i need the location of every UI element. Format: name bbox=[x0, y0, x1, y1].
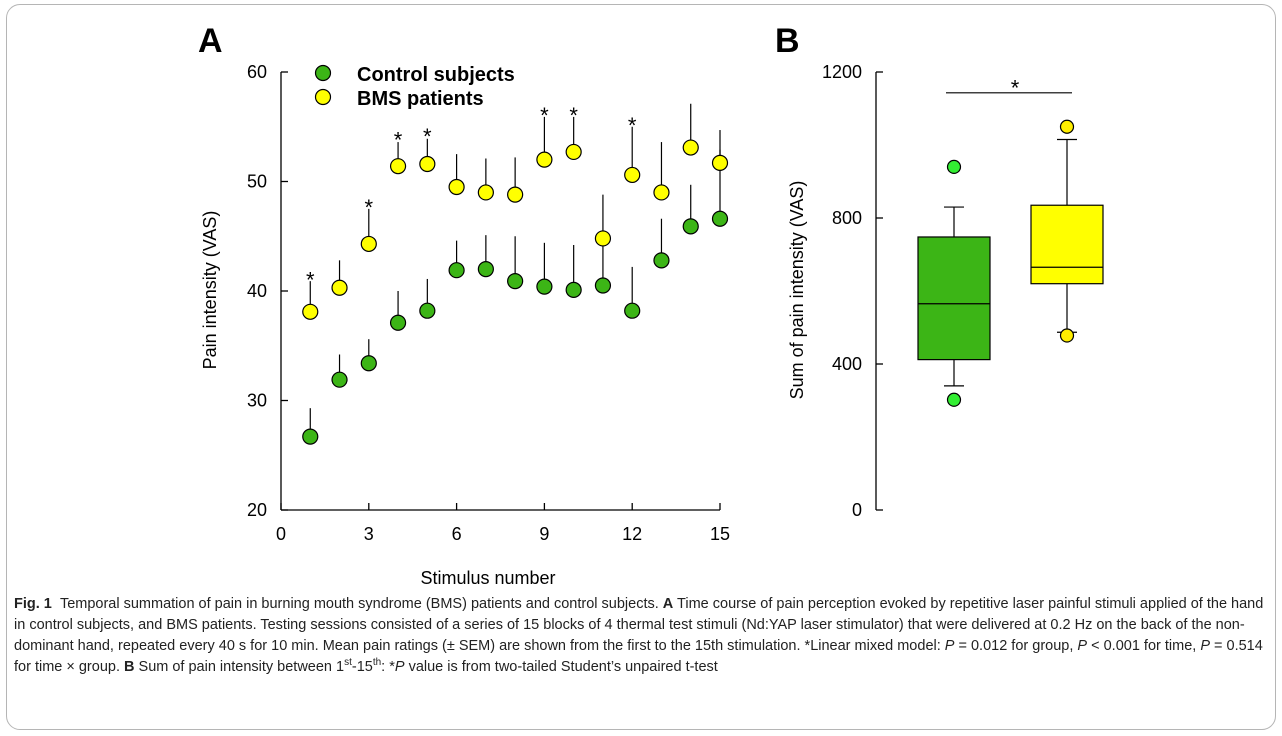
caption-p-1: P bbox=[944, 638, 955, 654]
panel-a-x-tick-label: 3 bbox=[364, 524, 374, 544]
data-point-bms bbox=[682, 139, 699, 156]
figure-caption: Fig. 1 Temporal summation of pain in bur… bbox=[14, 594, 1264, 678]
caption-text-8: : * bbox=[381, 659, 395, 675]
data-point-bms bbox=[331, 279, 348, 296]
panel-b-significance: * bbox=[946, 75, 1072, 100]
panel-a-y-tick-label: 20 bbox=[247, 500, 267, 520]
data-point-control bbox=[360, 355, 377, 372]
data-point-bms bbox=[711, 154, 729, 171]
panel-b: B 0 400 800 1200 * Sum of pain intensity (V… bbox=[775, 22, 1104, 520]
caption-text-2: Time course of pain perception evoked by… bbox=[14, 596, 1264, 654]
significance-asterisk: * bbox=[1011, 75, 1020, 100]
data-point-bms bbox=[477, 184, 494, 201]
caption-panel-b-ref: B bbox=[124, 659, 135, 675]
data-point-control bbox=[624, 302, 641, 319]
significance-asterisk: * bbox=[365, 195, 374, 220]
data-point-control bbox=[536, 278, 553, 295]
figure-chart-area: A 20 30 40 50 60 0 3 6 9 12 15 * * * * * * * Control sub… bbox=[198, 22, 1104, 588]
data-point-control bbox=[711, 210, 729, 227]
panel-a-y-axis-label: Pain intensity (VAS) bbox=[200, 211, 220, 370]
significance-asterisk: * bbox=[569, 103, 578, 128]
data-point-bms bbox=[565, 143, 582, 161]
panel-a-x-tick-label: 12 bbox=[622, 524, 642, 544]
data-point-control bbox=[389, 314, 407, 331]
data-point-bms bbox=[594, 230, 612, 247]
panel-a-legend: Control subjects BMS patients bbox=[314, 64, 515, 110]
caption-p-3: P bbox=[1200, 638, 1210, 654]
panel-b-y-tick-label: 1200 bbox=[822, 62, 862, 82]
caption-text-7: -15 bbox=[351, 659, 373, 675]
caption-text-5: = 0.514 for time × group. bbox=[14, 638, 1263, 675]
data-point-bms bbox=[536, 151, 553, 168]
panel-a-x-tick-label: 6 bbox=[452, 524, 462, 544]
data-point-bms bbox=[448, 178, 465, 196]
significance-asterisk: * bbox=[423, 124, 432, 149]
data-point-bms bbox=[389, 158, 407, 175]
caption-text-6: Sum of pain intensity between 1 bbox=[134, 659, 345, 675]
data-point-control bbox=[565, 281, 582, 299]
data-point-bms bbox=[507, 186, 524, 203]
panel-b-y-tick-label: 800 bbox=[832, 208, 862, 228]
panel-a-x-tick-label: 0 bbox=[276, 524, 286, 544]
box-control bbox=[917, 236, 991, 361]
data-point-control bbox=[594, 277, 612, 294]
panel-a-points bbox=[302, 103, 729, 445]
panel-a-x-axis-label: Stimulus number bbox=[420, 568, 555, 588]
legend-marker-bms bbox=[314, 88, 332, 106]
panel-a-y-tick-label: 60 bbox=[247, 62, 267, 82]
data-point-control bbox=[302, 428, 319, 445]
panel-b-y-axis-label: Sum of pain intensity (VAS) bbox=[787, 181, 807, 400]
panel-a-y-tick-label: 30 bbox=[247, 391, 267, 411]
legend-label-bms: BMS patients bbox=[357, 88, 484, 110]
panel-b-boxes bbox=[917, 119, 1104, 407]
data-point-control bbox=[682, 218, 699, 235]
outlier-point-bms bbox=[1059, 328, 1075, 343]
data-point-control bbox=[419, 302, 436, 319]
panel-a: A 20 30 40 50 60 0 3 6 9 12 15 * * * * * * * Control sub… bbox=[198, 22, 730, 588]
caption-sup-th: th bbox=[372, 657, 382, 669]
data-point-control bbox=[331, 371, 348, 388]
data-point-bms bbox=[624, 166, 641, 184]
panel-a-y-tick-label: 50 bbox=[247, 172, 267, 192]
data-point-bms bbox=[360, 235, 377, 253]
caption-text-3: = 0.012 for group, bbox=[954, 638, 1078, 654]
data-point-bms bbox=[419, 155, 436, 173]
panel-b-label: B bbox=[775, 22, 800, 60]
caption-fig-label: Fig. 1 bbox=[14, 596, 52, 612]
data-point-control bbox=[653, 252, 670, 269]
caption-text-1: Temporal summation of pain in burning mo… bbox=[59, 596, 663, 612]
caption-text-4: < 0.001 for time, bbox=[1087, 638, 1201, 654]
outlier-point-control bbox=[946, 392, 962, 407]
data-point-bms bbox=[302, 303, 319, 320]
panel-b-axes: 0 400 800 1200 bbox=[822, 62, 883, 520]
panel-a-significance-marks: * * * * * * * bbox=[306, 103, 637, 292]
significance-asterisk: * bbox=[306, 267, 315, 292]
caption-panel-a-ref: A bbox=[662, 596, 674, 612]
data-point-bms bbox=[653, 184, 670, 201]
panel-a-x-tick-label: 15 bbox=[710, 524, 730, 544]
significance-asterisk: * bbox=[628, 113, 637, 138]
box-bms bbox=[1030, 204, 1104, 285]
panel-a-y-tick-label: 40 bbox=[247, 281, 267, 301]
caption-sup-st: st bbox=[344, 657, 352, 669]
data-point-control bbox=[507, 273, 524, 290]
panel-b-y-tick-label: 400 bbox=[832, 354, 862, 374]
legend-label-control: Control subjects bbox=[357, 64, 515, 86]
outlier-point-control bbox=[946, 159, 962, 174]
data-point-control bbox=[448, 262, 465, 279]
data-point-control bbox=[477, 261, 494, 278]
panel-a-label: A bbox=[198, 22, 223, 60]
panel-b-y-tick-label: 0 bbox=[852, 500, 862, 520]
caption-text-9: value is from two-tailed Student’s unpai… bbox=[404, 659, 718, 675]
significance-asterisk: * bbox=[394, 127, 403, 152]
panel-a-axes: 20 30 40 50 60 0 3 6 9 12 15 bbox=[247, 62, 730, 544]
legend-marker-control bbox=[314, 64, 332, 82]
panel-a-x-tick-label: 9 bbox=[539, 524, 549, 544]
caption-p-4: P bbox=[394, 659, 405, 675]
significance-asterisk: * bbox=[540, 103, 549, 128]
outlier-point-bms bbox=[1059, 119, 1075, 134]
caption-p-2: P bbox=[1077, 638, 1088, 654]
